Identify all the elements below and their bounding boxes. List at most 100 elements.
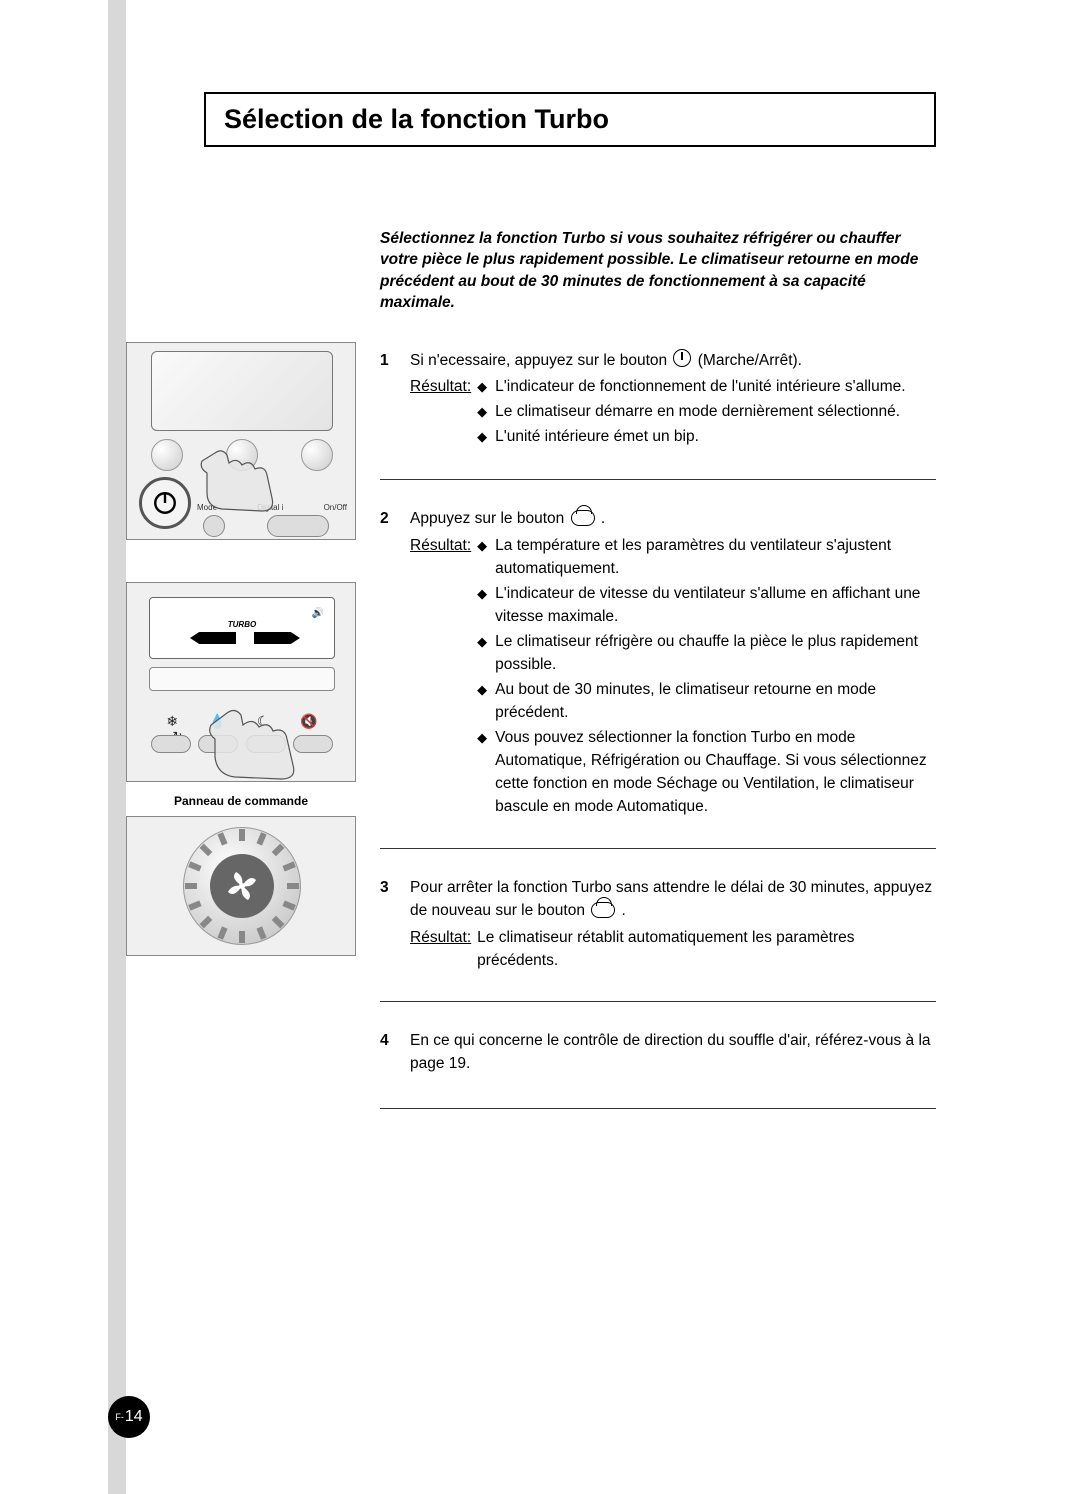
small-button-1: [151, 439, 183, 471]
content-column: Sélectionnez la fonction Turbo si vous s…: [380, 228, 936, 1137]
hand-pointer-icon: [197, 443, 317, 513]
step-number: 1: [380, 350, 410, 452]
result-label: Résultat:: [410, 535, 471, 820]
bullet-text: La température et les paramètres du vent…: [495, 535, 936, 581]
diamond-icon: ◆: [477, 583, 487, 629]
dial-tick: [272, 844, 285, 857]
bullet-text: Le climatiseur réfrigère ou chauffe la p…: [495, 631, 936, 677]
step-line1: Appuyez sur le bouton .: [410, 508, 936, 531]
power-button: [139, 477, 191, 529]
turbo-label: TURBO: [150, 620, 334, 629]
dial-tick: [217, 832, 227, 845]
page-title-box: Sélection de la fonction Turbo: [204, 92, 936, 147]
page-title: Sélection de la fonction Turbo: [224, 104, 916, 135]
dial-tick: [217, 926, 227, 939]
result-row: Résultat: ◆ L'indicateur de fonctionnement…: [410, 376, 936, 451]
step-3: 3Pour arrêter la fonction Turbo sans att…: [380, 877, 936, 1002]
result-bullet: ◆Le climatiseur réfrigère ou chauffe la …: [477, 631, 936, 677]
result-label: Résultat:: [410, 376, 471, 451]
bullet-text: L'indicateur de fonctionnement de l'unit…: [495, 376, 905, 399]
turbo-bar-left-icon: [190, 632, 236, 644]
step-text: Appuyez sur le bouton: [410, 510, 569, 527]
step-number: 3: [380, 877, 410, 973]
display-slot: [149, 667, 335, 691]
step-1: 1Si n'ecessaire, appuyez sur le bouton (…: [380, 350, 936, 481]
turbo-button-icon: [591, 902, 615, 918]
panel-caption: Panneau de commande: [126, 794, 356, 808]
dial-tick: [185, 883, 197, 889]
figure-remote-top: Mode Digital i On/Off: [126, 342, 356, 540]
step-line1: Pour arrêter la fonction Turbo sans atte…: [410, 877, 936, 923]
step-body: En ce qui concerne le contrôle de direct…: [410, 1030, 936, 1080]
result-text: Le climatiseur rétablit automatiquement …: [477, 927, 936, 973]
step-text: (Marche/Arrêt).: [693, 352, 802, 369]
turbo-indicator: [190, 632, 300, 646]
snowflake-icon: ❄: [166, 713, 178, 730]
step-body: Si n'ecessaire, appuyez sur le bouton (M…: [410, 350, 936, 452]
mode-button: [203, 515, 225, 537]
dial-tick: [239, 931, 245, 943]
onoff-button: [267, 515, 329, 537]
result-items: ◆La température et les paramètres du ven…: [477, 535, 936, 820]
diamond-icon: ◆: [477, 426, 487, 449]
result-label: Résultat:: [410, 927, 471, 973]
page-number: 14: [125, 1408, 143, 1426]
result-row: Résultat:Le climatiseur rétablit automat…: [410, 927, 936, 973]
step-2: 2Appuyez sur le bouton .Résultat:◆La tem…: [380, 508, 936, 849]
bullet-text: L'unité intérieure émet un bip.: [495, 426, 699, 449]
result-bullet: ◆Vous pouvez sélectionner la fonction Tu…: [477, 727, 936, 819]
page-number-badge: F-14: [108, 1396, 150, 1438]
result-bullet: ◆ Le climatiseur démarre en mode dernière…: [477, 401, 936, 424]
dial-tick: [188, 900, 201, 910]
dial-tick: [256, 832, 266, 845]
intro-text: Sélectionnez la fonction Turbo si vous s…: [380, 228, 936, 314]
result-bullet: ◆ L'unité intérieure émet un bip.: [477, 426, 936, 449]
sound-icon: 🔊: [312, 608, 324, 619]
bullet-text: L'indicateur de vitesse du ventilateur s…: [495, 583, 936, 629]
step-line1: En ce qui concerne le contrôle de direct…: [410, 1030, 936, 1076]
left-margin-bar: [108, 0, 126, 1494]
figure-control-panel: [126, 816, 356, 956]
step-text: Si n'ecessaire, appuyez sur le bouton: [410, 352, 671, 369]
step-body: Appuyez sur le bouton .Résultat:◆La temp…: [410, 508, 936, 820]
diamond-icon: ◆: [477, 679, 487, 725]
step-number: 2: [380, 508, 410, 820]
hand-pointer-icon: [207, 701, 347, 781]
bullet-text: Le climatiseur démarre en mode dernièrem…: [495, 401, 900, 424]
result-bullet: ◆L'indicateur de vitesse du ventilateur …: [477, 583, 936, 629]
dial-tick: [200, 916, 213, 929]
onoff-label: On/Off: [324, 503, 347, 512]
dial-tick: [256, 926, 266, 939]
step-text: Pour arrêter la fonction Turbo sans atte…: [410, 879, 932, 919]
figure-remote-turbo: TURBO 🔊 ❄ 💧 ☾ 🔇 ↻: [126, 582, 356, 782]
step-text: .: [597, 510, 606, 527]
result-items: ◆ L'indicateur de fonctionnement de l'uni…: [477, 376, 936, 451]
figures-column: Mode Digital i On/Off TURBO 🔊 ❄: [126, 342, 356, 998]
dial-tick: [188, 861, 201, 871]
step-4: 4En ce qui concerne le contrôle de direc…: [380, 1030, 936, 1109]
steps-list: 1Si n'ecessaire, appuyez sur le bouton (…: [380, 350, 936, 1110]
result-bullet: ◆Au bout de 30 minutes, le climatiseur r…: [477, 679, 936, 725]
dial-tick: [200, 844, 213, 857]
turbo-bar-right-icon: [254, 632, 300, 644]
result-bullet: ◆La température et les paramètres du ven…: [477, 535, 936, 581]
mode-pill-1: [151, 735, 191, 753]
bullet-text: Au bout de 30 minutes, le climatiseur re…: [495, 679, 936, 725]
step-text: .: [617, 902, 626, 919]
result-row: Résultat:◆La température et les paramètr…: [410, 535, 936, 820]
step-number: 4: [380, 1030, 410, 1080]
result-items: Le climatiseur rétablit automatiquement …: [477, 927, 936, 973]
page-prefix: F-: [115, 1412, 124, 1422]
remote-display: TURBO 🔊: [149, 597, 335, 659]
remote-screen: [151, 351, 333, 431]
diamond-icon: ◆: [477, 727, 487, 819]
dial-tick: [272, 916, 285, 929]
step-line1: Si n'ecessaire, appuyez sur le bouton (M…: [410, 350, 936, 373]
diamond-icon: ◆: [477, 535, 487, 581]
dial-tick: [287, 883, 299, 889]
diamond-icon: ◆: [477, 631, 487, 677]
power-icon: [152, 490, 178, 516]
dial-tick: [282, 900, 295, 910]
diamond-icon: ◆: [477, 401, 487, 424]
step-text: En ce qui concerne le contrôle de direct…: [410, 1032, 931, 1072]
